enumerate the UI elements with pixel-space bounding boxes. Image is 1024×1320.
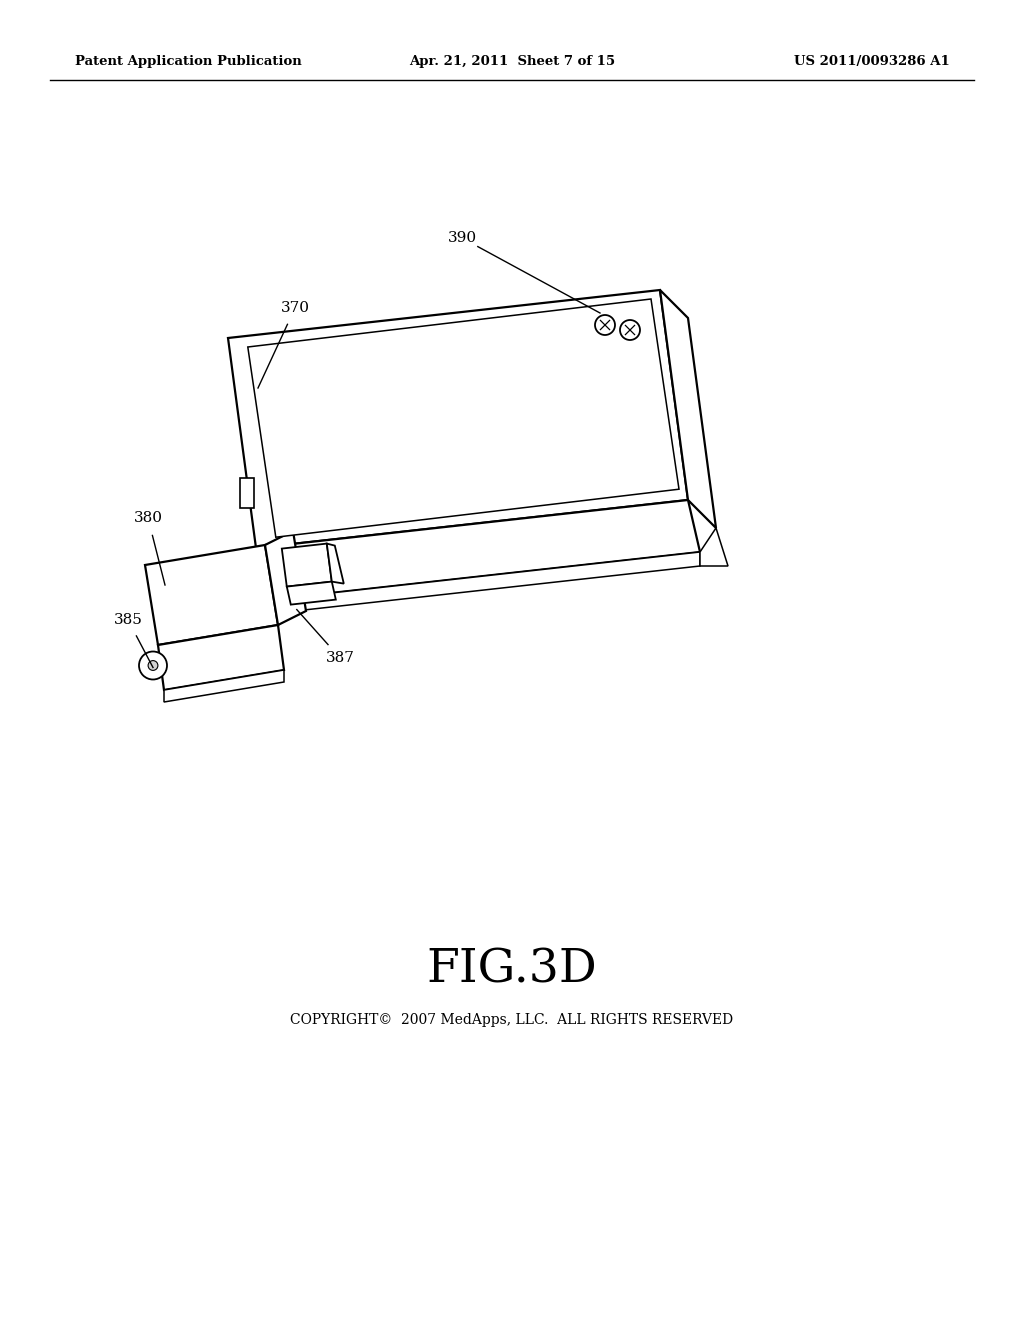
Polygon shape [256, 500, 700, 601]
Polygon shape [164, 671, 284, 702]
Polygon shape [265, 531, 306, 624]
Polygon shape [282, 544, 332, 586]
Polygon shape [158, 624, 284, 690]
Polygon shape [268, 552, 700, 614]
Text: 380: 380 [133, 511, 163, 525]
Circle shape [148, 660, 158, 671]
Polygon shape [248, 300, 679, 537]
Polygon shape [660, 290, 716, 528]
Polygon shape [228, 290, 688, 548]
Polygon shape [240, 478, 254, 508]
Polygon shape [287, 582, 336, 605]
Text: Patent Application Publication: Patent Application Publication [75, 55, 302, 69]
Text: 370: 370 [281, 301, 309, 315]
Text: Apr. 21, 2011  Sheet 7 of 15: Apr. 21, 2011 Sheet 7 of 15 [409, 55, 615, 69]
Circle shape [595, 315, 615, 335]
Text: COPYRIGHT©  2007 MedApps, LLC.  ALL RIGHTS RESERVED: COPYRIGHT© 2007 MedApps, LLC. ALL RIGHTS… [291, 1012, 733, 1027]
Polygon shape [145, 545, 278, 645]
Polygon shape [700, 528, 728, 566]
Text: 390: 390 [447, 231, 476, 246]
Text: FIG.3D: FIG.3D [427, 948, 597, 993]
Text: 385: 385 [114, 612, 142, 627]
Circle shape [620, 319, 640, 341]
Circle shape [139, 652, 167, 680]
Polygon shape [327, 544, 344, 583]
Text: 387: 387 [326, 651, 354, 665]
Text: US 2011/0093286 A1: US 2011/0093286 A1 [795, 55, 950, 69]
